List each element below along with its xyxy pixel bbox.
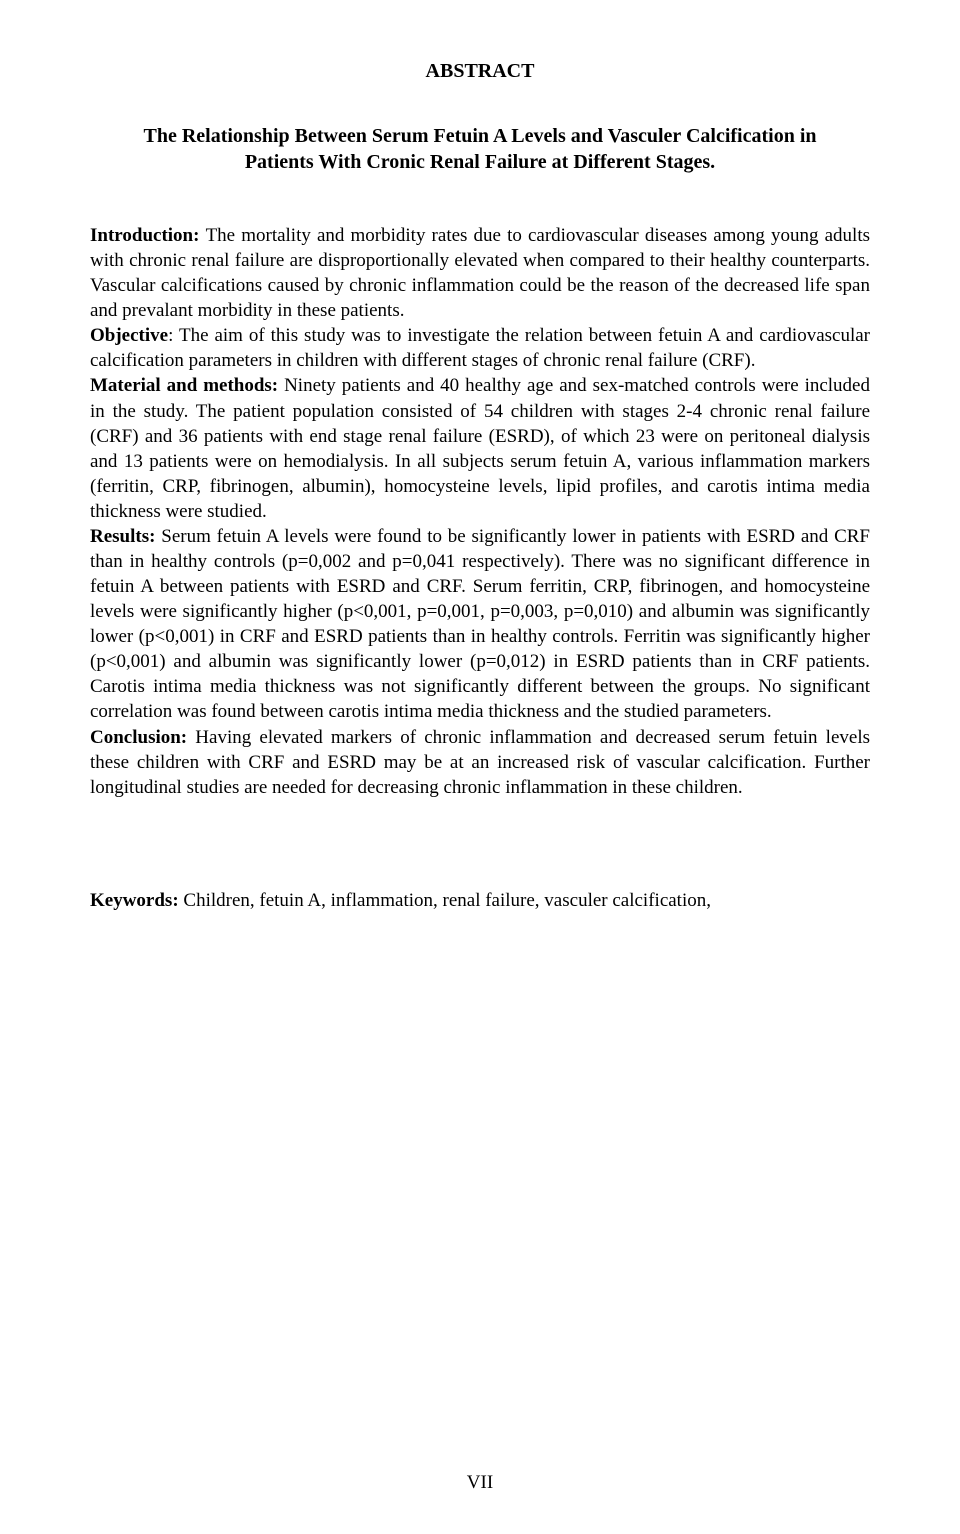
keywords-text: Children, fetuin A, inflammation, renal … [179,890,711,911]
section-header: ABSTRACT [90,60,870,83]
introduction-text: The mortality and morbidity rates due to… [90,225,870,321]
results-label: Results: [90,526,155,547]
abstract-body: Introduction: The mortality and morbidit… [90,223,870,800]
keywords-label: Keywords: [90,890,179,911]
conclusion-text: Having elevated markers of chronic infla… [90,727,870,798]
objective-text: : The aim of this study was to investiga… [90,325,870,371]
title-line-1: The Relationship Between Serum Fetuin A … [144,125,817,147]
title-line-2: Patients With Cronic Renal Failure at Di… [245,151,715,173]
results-text: Serum fetuin A levels were found to be s… [90,526,870,723]
introduction-label: Introduction: [90,225,206,246]
page-number: VII [0,1472,960,1494]
conclusion-label: Conclusion: [90,727,187,748]
paper-title: The Relationship Between Serum Fetuin A … [90,123,870,175]
material-methods-label: Material and methods: [90,375,278,396]
objective-label: Objective [90,325,168,346]
material-methods-text: Ninety patients and 40 healthy age and s… [90,375,870,521]
keywords-section: Keywords: Children, fetuin A, inflammati… [90,890,870,912]
